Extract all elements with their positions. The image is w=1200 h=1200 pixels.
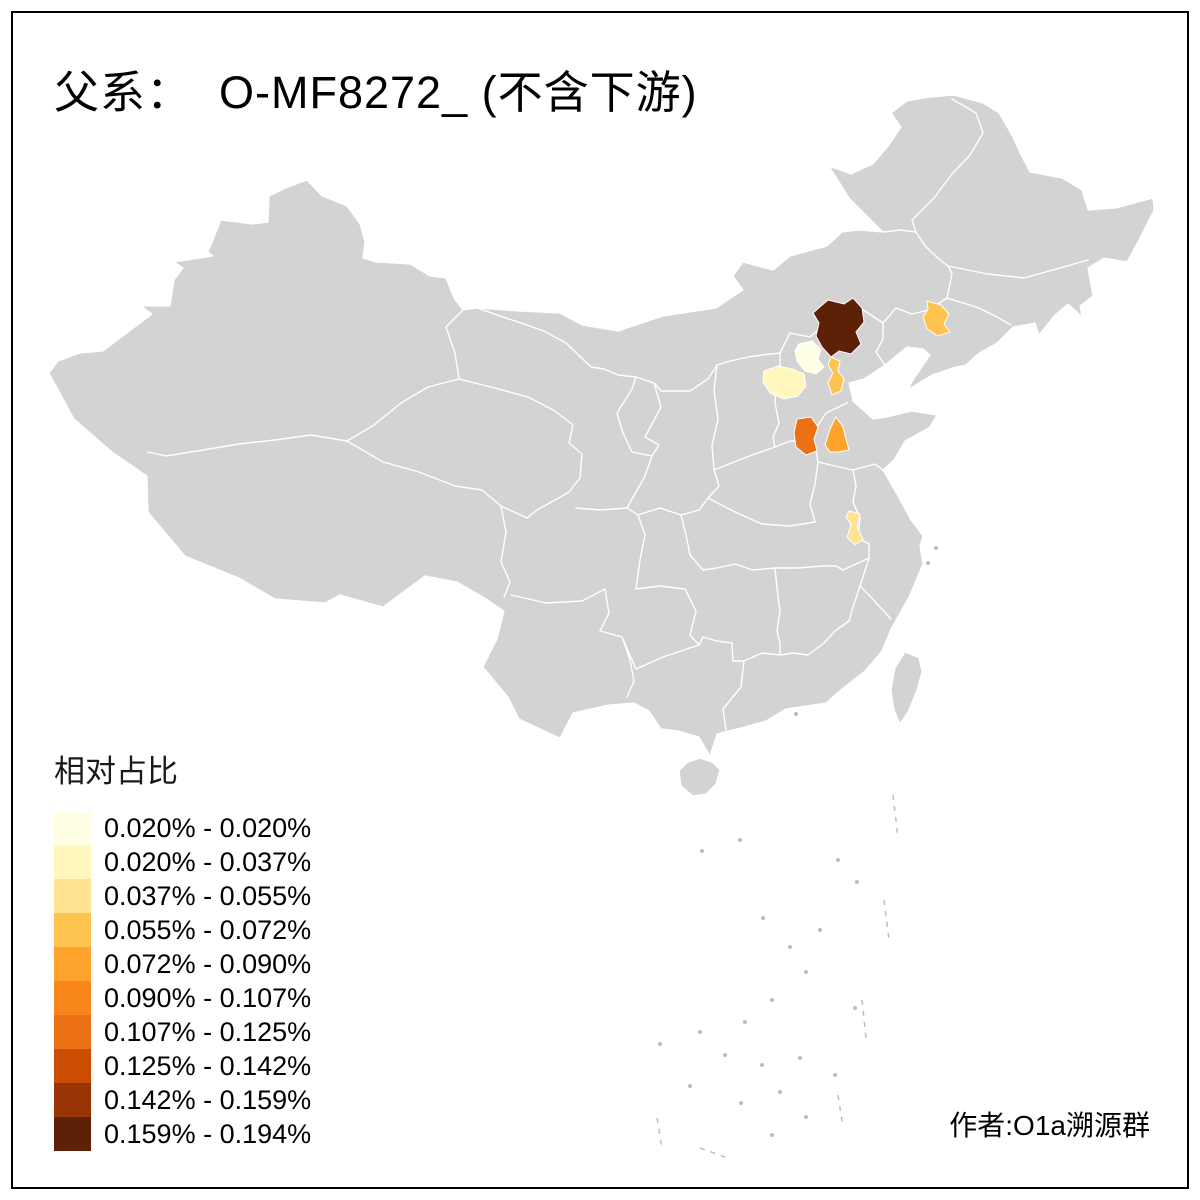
legend-label-2: 0.020% - 0.037% <box>104 846 312 877</box>
author-credit: 作者:O1a溯源群 <box>949 1110 1150 1141</box>
legend-swatch-8 <box>54 1049 91 1083</box>
legend-label-7: 0.107% - 0.125% <box>104 1016 312 1047</box>
choropleth-region-central-hebei <box>762 365 807 400</box>
legend-title: 相对占比 <box>54 754 178 789</box>
legend-swatch-10 <box>54 1117 91 1151</box>
legend-row: 0.020% - 0.037% <box>54 845 311 879</box>
choropleth-regions <box>762 297 951 546</box>
legend-swatch-9 <box>54 1083 91 1117</box>
china-mainland-shape <box>48 94 1155 757</box>
legend-label-3: 0.037% - 0.055% <box>104 880 312 911</box>
legend-row: 0.142% - 0.159% <box>54 1083 311 1117</box>
legend-swatch-3 <box>54 879 91 913</box>
legend-swatch-2 <box>54 845 91 879</box>
choropleth-region-beijing <box>794 340 825 375</box>
legend-row: 0.072% - 0.090% <box>54 947 311 981</box>
legend: 相对占比 0.020% - 0.020% 0.020% - 0.037% 0.0… <box>54 746 311 1151</box>
page-title: 父系： O-MF8272_ (不含下游) <box>54 67 698 118</box>
legend-label-8: 0.125% - 0.142% <box>104 1050 312 1081</box>
choropleth-region-mid-jiangsu <box>845 510 864 546</box>
legend-label-4: 0.055% - 0.072% <box>104 914 312 945</box>
choropleth-region-tianjin <box>827 356 845 396</box>
choropleth-region-west-shandong <box>793 416 819 456</box>
legend-label-10: 0.159% - 0.194% <box>104 1118 312 1149</box>
legend-row: 0.125% - 0.142% <box>54 1049 311 1083</box>
legend-row: 0.020% - 0.020% <box>54 811 311 845</box>
legend-label-6: 0.090% - 0.107% <box>104 982 312 1013</box>
legend-row: 0.159% - 0.194% <box>54 1117 311 1151</box>
legend-label-1: 0.020% - 0.020% <box>104 812 312 843</box>
taiwan-island <box>890 651 923 726</box>
legend-label-9: 0.142% - 0.159% <box>104 1084 312 1115</box>
hainan-island <box>678 757 721 797</box>
south-china-sea-islands <box>656 546 938 1159</box>
legend-row: 0.107% - 0.125% <box>54 1015 311 1049</box>
legend-swatch-5 <box>54 947 91 981</box>
choropleth-region-mid-shandong <box>824 416 850 453</box>
legend-label-5: 0.072% - 0.090% <box>104 948 312 979</box>
legend-swatch-1 <box>54 811 91 845</box>
plot-frame-border <box>11 11 1189 1189</box>
legend-row: 0.055% - 0.072% <box>54 913 311 947</box>
legend-swatch-4 <box>54 913 91 947</box>
choropleth-region-west-liaoning <box>922 300 951 337</box>
legend-swatch-6 <box>54 981 91 1015</box>
legend-row: 0.090% - 0.107% <box>54 981 311 1015</box>
choropleth-region-north-hebei <box>812 297 865 358</box>
legend-row: 0.037% - 0.055% <box>54 879 311 913</box>
legend-swatch-7 <box>54 1015 91 1049</box>
